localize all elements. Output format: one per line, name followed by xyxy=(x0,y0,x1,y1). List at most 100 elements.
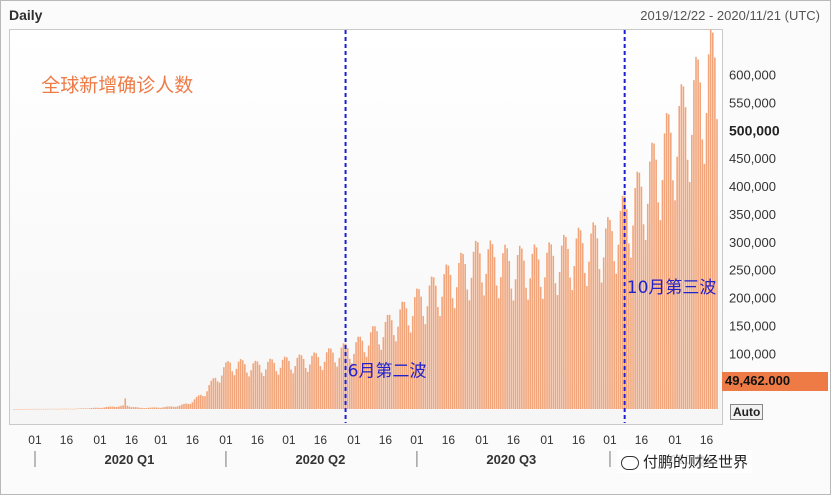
y-tick-label: 400,000 xyxy=(729,179,776,194)
bar xyxy=(288,360,290,409)
bar xyxy=(518,245,521,409)
bar xyxy=(659,220,662,409)
bar xyxy=(227,361,229,409)
x-tick-label: 01 xyxy=(93,433,107,447)
bar xyxy=(466,289,469,409)
bar xyxy=(13,409,15,410)
bar xyxy=(286,357,288,409)
bar xyxy=(21,408,24,410)
bar xyxy=(124,398,127,409)
bar xyxy=(705,113,708,410)
bar xyxy=(380,349,383,409)
bar xyxy=(430,276,433,409)
bar xyxy=(497,298,500,409)
bar xyxy=(548,242,550,409)
bar xyxy=(701,139,704,409)
auto-scale-button[interactable]: Auto xyxy=(730,404,764,420)
bar xyxy=(338,357,341,409)
bar xyxy=(147,407,150,409)
bar xyxy=(246,372,248,409)
bar xyxy=(95,407,97,409)
watermark: 付鹏的财经世界 xyxy=(617,450,753,473)
bar xyxy=(363,352,366,409)
chart-title: Daily xyxy=(9,7,43,23)
bar xyxy=(313,352,315,409)
bar xyxy=(386,314,389,409)
bar xyxy=(508,260,511,409)
bar xyxy=(575,238,578,409)
bar xyxy=(252,363,255,409)
bar xyxy=(607,217,609,409)
bar xyxy=(206,391,208,409)
bar xyxy=(441,296,443,409)
bar xyxy=(420,296,422,409)
bar xyxy=(15,408,17,410)
bar xyxy=(32,408,34,410)
bar xyxy=(539,286,542,409)
bar xyxy=(365,356,368,409)
bar xyxy=(416,288,418,409)
bar xyxy=(699,82,702,410)
bar xyxy=(353,353,355,409)
bar xyxy=(542,298,544,409)
bar xyxy=(162,407,164,409)
bar xyxy=(241,360,244,409)
x-tick-label: 01 xyxy=(219,433,233,447)
bar xyxy=(372,326,374,409)
bar xyxy=(332,352,334,409)
bar xyxy=(474,240,477,409)
bar xyxy=(319,366,322,409)
x-tick-label: 16 xyxy=(507,433,521,447)
bar xyxy=(464,264,466,409)
bar xyxy=(359,336,362,409)
bar xyxy=(267,361,269,409)
bar xyxy=(655,159,657,409)
bar xyxy=(646,203,649,409)
bar xyxy=(462,253,464,409)
bar xyxy=(609,219,611,409)
y-tick-label: 600,000 xyxy=(729,68,776,83)
bar xyxy=(460,252,462,409)
bar xyxy=(84,408,87,409)
bar xyxy=(376,331,378,409)
bar xyxy=(38,408,40,410)
bar xyxy=(19,408,22,410)
bar xyxy=(611,231,613,409)
bar xyxy=(294,366,296,409)
bar xyxy=(118,406,120,409)
bar xyxy=(435,285,437,409)
bar xyxy=(567,249,569,409)
bar xyxy=(516,255,519,409)
bar xyxy=(193,399,196,409)
bar xyxy=(449,274,452,409)
bar xyxy=(688,182,691,409)
x-tick-label: 01 xyxy=(347,433,361,447)
bar xyxy=(137,407,139,409)
bar xyxy=(325,352,328,409)
bar xyxy=(684,107,687,409)
bar xyxy=(126,405,129,409)
y-tick-label: 300,000 xyxy=(729,235,776,250)
x-tick-label: 16 xyxy=(442,433,456,447)
bar xyxy=(225,362,227,409)
watermark-text: 付鹏的财经世界 xyxy=(643,453,749,471)
bar xyxy=(27,408,30,410)
bar xyxy=(151,407,154,409)
wechat-icon xyxy=(621,455,639,470)
bar xyxy=(481,282,483,409)
bar xyxy=(315,353,317,409)
bar xyxy=(174,406,177,409)
bar xyxy=(590,233,592,409)
bar xyxy=(476,242,479,409)
bar xyxy=(697,59,699,410)
bar xyxy=(598,269,601,409)
bar xyxy=(411,316,414,409)
x-tick-label: 01 xyxy=(282,433,296,447)
bar xyxy=(283,356,286,409)
bar xyxy=(472,251,475,409)
bar xyxy=(592,222,594,409)
bar xyxy=(451,298,454,409)
bar xyxy=(390,320,393,409)
bar xyxy=(265,369,267,409)
bar xyxy=(59,408,61,410)
